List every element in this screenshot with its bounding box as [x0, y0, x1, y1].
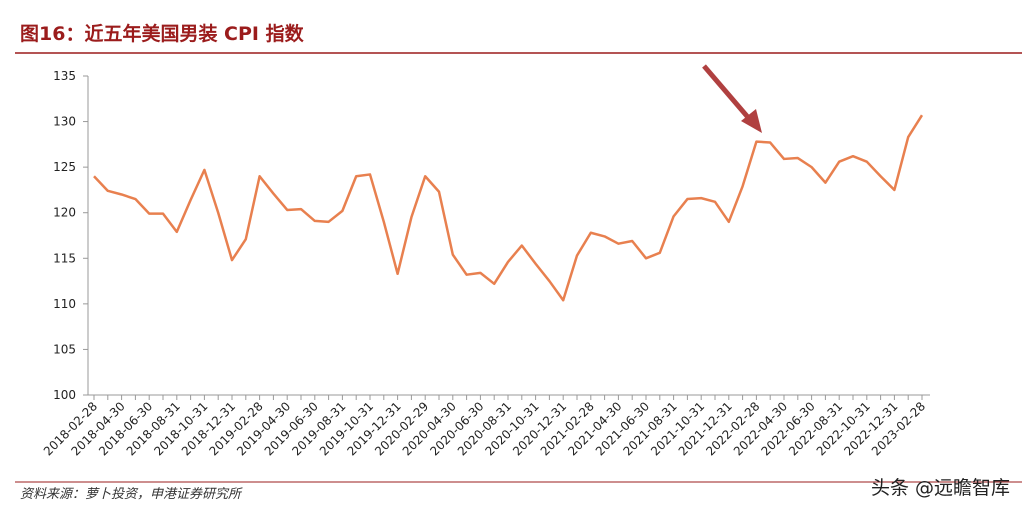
y-tick-label: 105 [53, 342, 76, 356]
y-tick-label: 135 [53, 69, 76, 83]
chart-title: 图16：近五年美国男装 CPI 指数 [20, 22, 305, 45]
y-tick-label: 130 [53, 115, 76, 129]
y-tick-label: 115 [53, 251, 76, 265]
y-tick-label: 120 [53, 206, 76, 220]
watermark: 头条 @远瞻智库 [871, 477, 1010, 499]
y-tick-label: 125 [53, 160, 76, 174]
annotation-arrow [702, 64, 762, 133]
y-tick-label: 110 [53, 297, 76, 311]
y-tick-label: 100 [53, 388, 76, 402]
source: 资料来源：萝卜投资，申港证券研究所 [20, 486, 243, 502]
data-line [93, 114, 924, 302]
